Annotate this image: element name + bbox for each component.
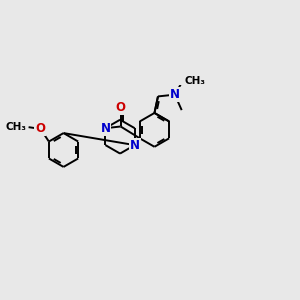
Text: CH₃: CH₃ <box>5 122 26 132</box>
Text: N: N <box>170 88 180 101</box>
Text: O: O <box>35 122 45 135</box>
Text: CH₃: CH₃ <box>184 76 206 86</box>
Text: O: O <box>116 101 126 114</box>
Text: N: N <box>100 122 110 135</box>
Text: N: N <box>130 139 140 152</box>
